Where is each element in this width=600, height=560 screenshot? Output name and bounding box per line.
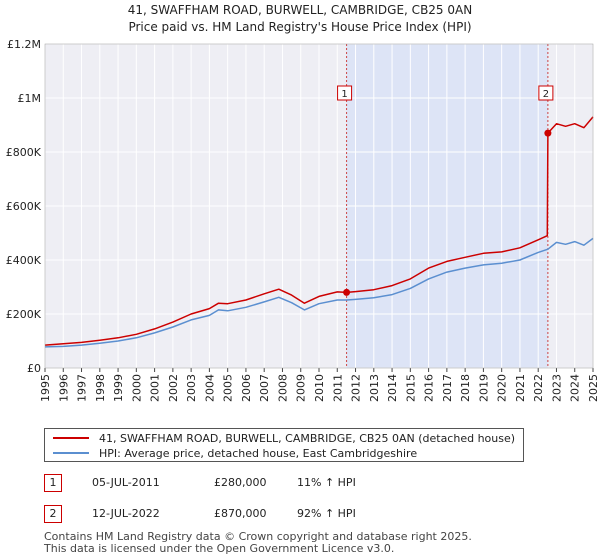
chart-subtitle: Price paid vs. HM Land Registry's House … (128, 20, 472, 34)
sale-date: 12-JUL-2022 (92, 507, 160, 520)
sale-label-box (337, 85, 353, 101)
x-tick-label: 2006 (240, 374, 253, 402)
x-tick-label: 1999 (112, 374, 125, 402)
property-price-line (44, 116, 594, 346)
x-tick-label: 2023 (550, 374, 563, 402)
sale-row: 2 12-JUL-2022 £870,000 92% ↑ HPI (44, 505, 564, 525)
sale-row: 1 05-JUL-2011 £280,000 11% ↑ HPI (44, 474, 564, 494)
x-tick-label: 2009 (295, 374, 308, 402)
legend-swatch-property (53, 437, 89, 439)
legend-item-hpi: HPI: Average price, detached house, East… (53, 446, 417, 460)
x-tick-label: 2024 (569, 374, 582, 402)
x-tick-label: 2022 (532, 374, 545, 402)
chart-title-block: 41, SWAFFHAM ROAD, BURWELL, CAMBRIDGE, C… (0, 2, 600, 36)
x-tick-label: 2014 (386, 374, 399, 402)
y-tick-label: £600K (6, 200, 42, 213)
x-tick-label: 2005 (222, 374, 235, 402)
legend-label-property: 41, SWAFFHAM ROAD, BURWELL, CAMBRIDGE, C… (99, 431, 516, 445)
sale-label-number: 2 (543, 89, 549, 100)
legend-item-property: 41, SWAFFHAM ROAD, BURWELL, CAMBRIDGE, C… (53, 431, 515, 445)
x-tick-label: 2025 (587, 374, 600, 402)
footer-licence: This data is licensed under the Open Gov… (44, 542, 395, 555)
sale-number-badge: 2 (44, 505, 62, 523)
x-tick-label: 2001 (149, 374, 162, 402)
x-tick-label: 2008 (276, 374, 289, 402)
sale-price: £870,000 (214, 507, 267, 520)
sale-number-badge: 1 (44, 474, 62, 492)
y-tick-label: £200K (6, 308, 42, 321)
x-tick-label: 2017 (441, 374, 454, 402)
sale-hpi-change: 92% ↑ HPI (297, 507, 356, 520)
x-tick-label: 2000 (130, 374, 143, 402)
x-tick-label: 1996 (57, 374, 70, 402)
sale-hpi-change: 11% ↑ HPI (297, 476, 356, 489)
x-tick-label: 2020 (496, 374, 509, 402)
sale-date: 05-JUL-2011 (92, 476, 160, 489)
sale-point (343, 288, 351, 296)
plot-border (44, 43, 594, 369)
sale-price: £280,000 (214, 476, 267, 489)
x-tick-label: 2011 (331, 374, 344, 402)
chart-title: 41, SWAFFHAM ROAD, BURWELL, CAMBRIDGE, C… (127, 3, 473, 17)
x-tick-label: 2016 (423, 374, 436, 402)
footer-copyright: Contains HM Land Registry data © Crown c… (44, 530, 472, 543)
x-tick-label: 2003 (185, 374, 198, 402)
x-tick-label: 1995 (39, 374, 52, 402)
y-tick-label: £1.2M (7, 38, 41, 51)
y-tick-label: £1M (18, 92, 42, 105)
sale-point (544, 129, 552, 137)
x-tick-label: 2019 (477, 374, 490, 402)
legend: 41, SWAFFHAM ROAD, BURWELL, CAMBRIDGE, C… (44, 428, 524, 462)
y-tick-label: £400K (6, 254, 42, 267)
x-tick-label: 2002 (167, 374, 180, 402)
legend-label-hpi: HPI: Average price, detached house, East… (99, 446, 418, 460)
sale-label-number: 1 (341, 89, 347, 100)
y-tick-label: £0 (27, 362, 41, 375)
x-tick-label: 2010 (313, 374, 326, 402)
x-tick-label: 2018 (459, 374, 472, 402)
x-tick-label: 2012 (350, 374, 363, 402)
footer: Contains HM Land Registry data © Crown c… (44, 531, 584, 555)
price-chart: £0 £200K £400K £600K £800K £1M £1.2M 1995 1996 19… (6, 38, 600, 402)
x-tick-label: 1998 (94, 374, 107, 402)
legend-swatch-hpi (53, 452, 89, 454)
x-tick-label: 2007 (258, 374, 271, 402)
x-tick-label: 1997 (76, 374, 89, 402)
y-tick-label: £800K (6, 146, 42, 159)
sale-label-box (538, 85, 554, 101)
x-tick-label: 2021 (514, 374, 527, 402)
x-tick-label: 2004 (203, 374, 216, 402)
x-tick-label: 2013 (368, 374, 381, 402)
hpi-line (44, 237, 594, 348)
x-tick-label: 2015 (404, 374, 417, 402)
